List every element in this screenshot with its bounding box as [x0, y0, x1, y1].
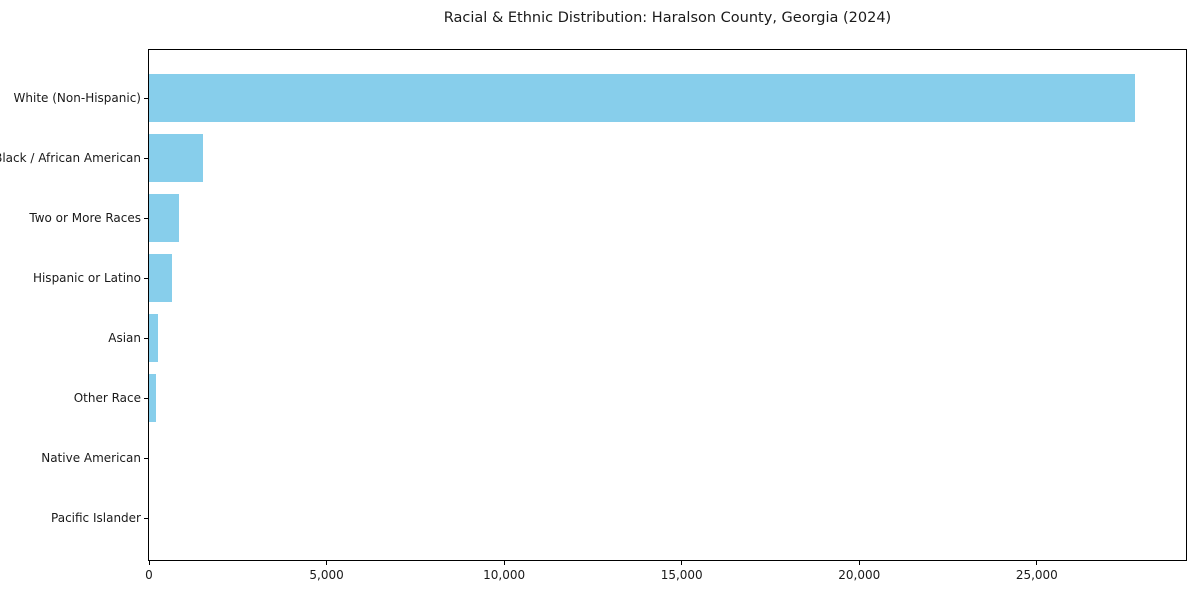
- category-label: Other Race: [73, 391, 141, 405]
- category-label: Pacific Islander: [51, 511, 141, 525]
- bar-rows: White (Non-Hispanic) Black / African Ame…: [0, 50, 1186, 560]
- chart-title: Racial & Ethnic Distribution: Haralson C…: [443, 10, 892, 26]
- x-tick-label: 10,000: [483, 568, 526, 582]
- x-tick-mark: [858, 561, 860, 565]
- bar-row: Asian: [108, 308, 1186, 368]
- category-label: Asian: [108, 331, 141, 345]
- y-tick-mark: [144, 98, 148, 99]
- x-tick-mark: [681, 561, 683, 565]
- category-label: Two or More Races: [29, 211, 141, 225]
- bar: [149, 254, 173, 302]
- bar-row: Native American: [41, 428, 1186, 488]
- y-tick-mark: [144, 278, 148, 279]
- bar-row: Hispanic or Latino: [33, 248, 1186, 308]
- x-tick-label: 5,000: [309, 568, 344, 582]
- x-tick-mark: [1036, 561, 1038, 565]
- bar-row: White (Non-Hispanic): [14, 68, 1186, 128]
- category-label: White (Non-Hispanic): [13, 91, 141, 105]
- y-tick-mark: [144, 458, 148, 459]
- category-label: Hispanic or Latino: [32, 271, 141, 285]
- bar: [149, 74, 1135, 122]
- x-tick-mark: [148, 561, 150, 565]
- x-tick-mark: [326, 561, 328, 565]
- bar: [149, 314, 158, 362]
- y-tick-mark: [144, 218, 148, 219]
- x-tick-label: 0: [145, 568, 153, 582]
- category-label: Native American: [41, 451, 141, 465]
- x-tick-mark: [503, 561, 505, 565]
- x-tick-label: 15,000: [660, 568, 703, 582]
- bar-row: Pacific Islander: [51, 488, 1186, 548]
- y-tick-mark: [144, 398, 148, 399]
- bar: [149, 194, 180, 242]
- y-tick-mark: [144, 338, 148, 339]
- x-tick-label: 25,000: [1015, 568, 1058, 582]
- bar: [149, 374, 157, 422]
- y-tick-mark: [144, 518, 148, 519]
- plot-area: White (Non-Hispanic) Black / African Ame…: [0, 49, 1187, 582]
- category-label: Black / African American: [0, 151, 141, 165]
- bar-row: Two or More Races: [29, 188, 1186, 248]
- y-tick-mark: [144, 158, 148, 159]
- bar-row: Black / African American: [0, 128, 1186, 188]
- x-tick-label: 20,000: [838, 568, 881, 582]
- bar: [149, 134, 204, 182]
- bar-row: Other Race: [74, 368, 1186, 428]
